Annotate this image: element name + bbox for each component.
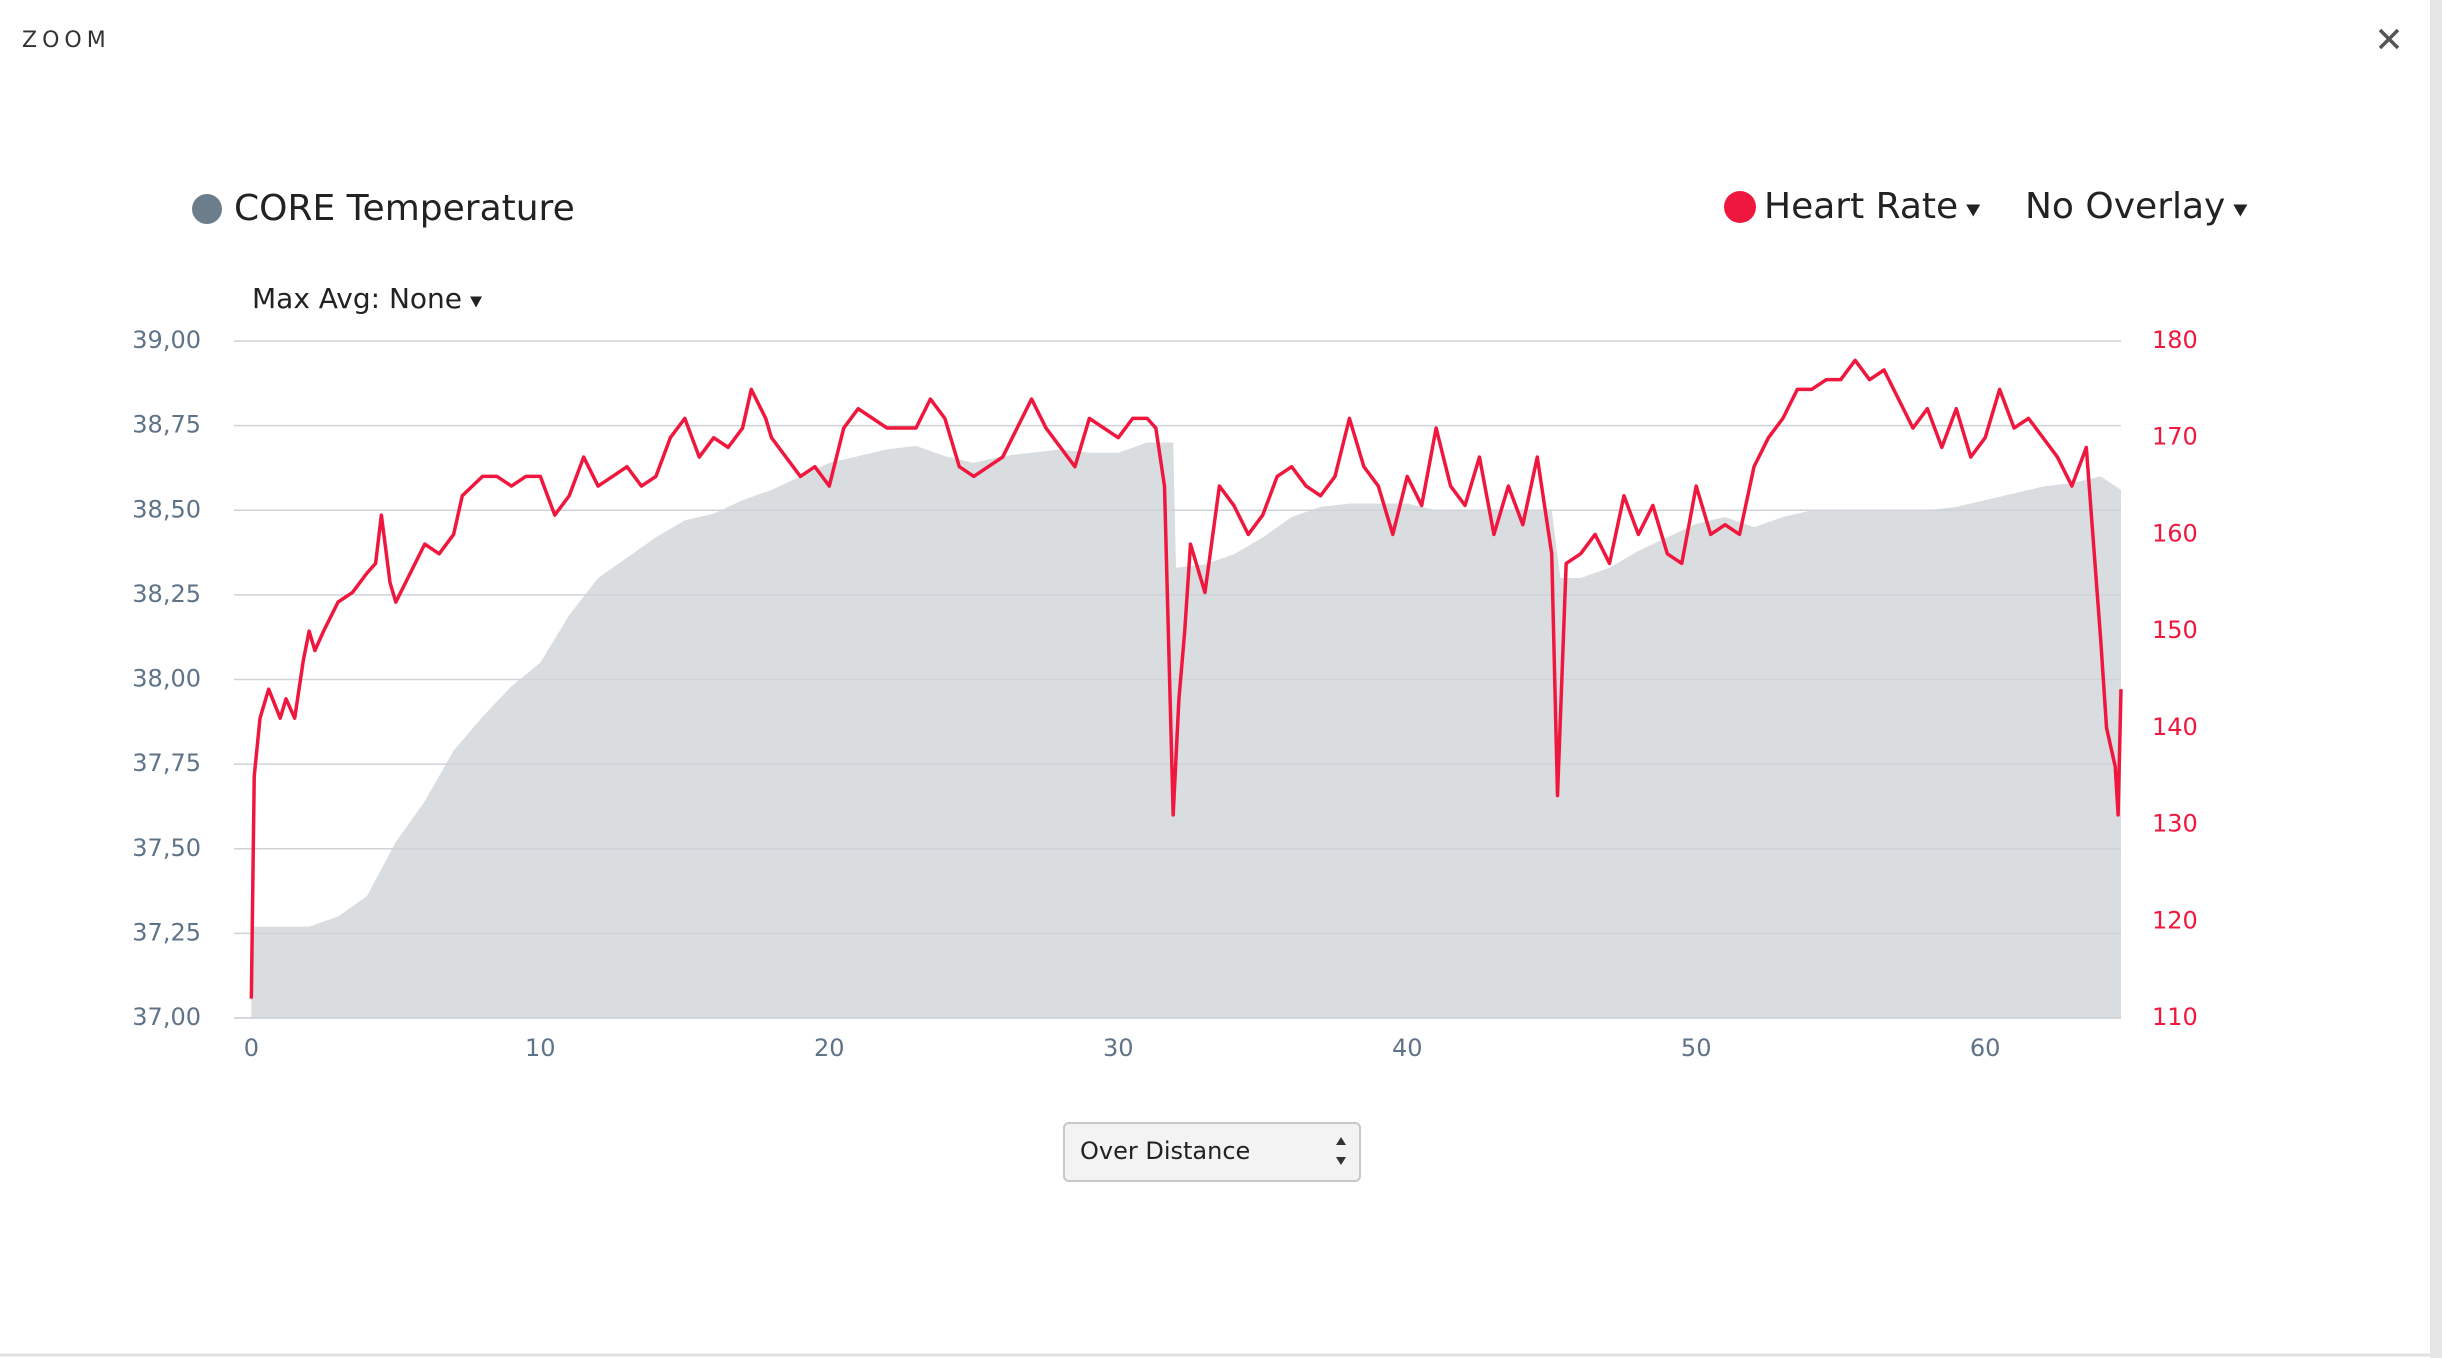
x-tick-label: 40 bbox=[1392, 1034, 1423, 1062]
y-tick-label: 38,75 bbox=[132, 411, 201, 439]
y-tick-label: 38,25 bbox=[132, 580, 201, 608]
select-label: Over Distance bbox=[1080, 1137, 1250, 1165]
x-tick-label: 50 bbox=[1681, 1034, 1712, 1062]
legend-swatch bbox=[192, 194, 222, 224]
heart-rate-dropdown[interactable]: Heart Rate bbox=[1724, 186, 1981, 227]
line bbox=[249, 358, 2123, 999]
dropdown-arrow bbox=[1966, 204, 1981, 217]
y2-tick-label: 130 bbox=[2152, 810, 2198, 838]
y2-tick-label: 160 bbox=[2152, 519, 2198, 547]
overlay-dropdown[interactable]: No Overlay bbox=[2025, 186, 2248, 227]
y-tick-label: 38,50 bbox=[132, 495, 201, 523]
legend-label: Heart Rate bbox=[1764, 186, 1958, 227]
dialog-title: ZOOM bbox=[22, 28, 111, 53]
select-box bbox=[1063, 1122, 1361, 1182]
x-tick-label: 10 bbox=[525, 1034, 556, 1062]
y-tick-label: 37,00 bbox=[132, 1003, 201, 1031]
y2-tick-label: 150 bbox=[2152, 616, 2198, 644]
legend-swatch bbox=[1724, 191, 1756, 223]
y-tick-label: 37,75 bbox=[132, 749, 201, 777]
mode-select[interactable]: Over Distance bbox=[1063, 1122, 1361, 1182]
overlay-label: No Overlay bbox=[2025, 186, 2225, 227]
legend-label: CORE Temperature bbox=[234, 188, 575, 229]
close-button[interactable] bbox=[2378, 28, 2400, 50]
y2-tick-label: 180 bbox=[2152, 326, 2198, 354]
scrollbar bbox=[2430, 0, 2442, 1358]
x-tick-label: 60 bbox=[1970, 1034, 2001, 1062]
x-tick-label: 30 bbox=[1103, 1034, 1134, 1062]
y-tick-label: 37,50 bbox=[132, 834, 201, 862]
y-tick-label: 38,00 bbox=[132, 665, 201, 693]
y2-tick-label: 140 bbox=[2152, 713, 2198, 741]
max-avg-label: Max Avg: None bbox=[252, 282, 462, 315]
y2-tick-label: 120 bbox=[2152, 906, 2198, 934]
y-tick-label: 39,00 bbox=[132, 326, 201, 354]
max-avg-dropdown[interactable]: Max Avg: None bbox=[252, 282, 483, 315]
dropdown-arrow bbox=[2233, 204, 2248, 217]
y2-tick-label: 170 bbox=[2152, 423, 2198, 451]
dropdown-arrow bbox=[470, 296, 483, 308]
y-tick-label: 37,25 bbox=[132, 918, 201, 946]
plot: 37,00 37,25 37,50 37,75 38,00 38,25 38,50 38,75… bbox=[132, 326, 2198, 1062]
select-arrows bbox=[1336, 1137, 1346, 1165]
x-tick-label: 20 bbox=[814, 1034, 845, 1062]
y2-tick-label: 110 bbox=[2152, 1003, 2198, 1031]
x-tick-label: 0 bbox=[244, 1034, 259, 1062]
area bbox=[251, 442, 2122, 1018]
